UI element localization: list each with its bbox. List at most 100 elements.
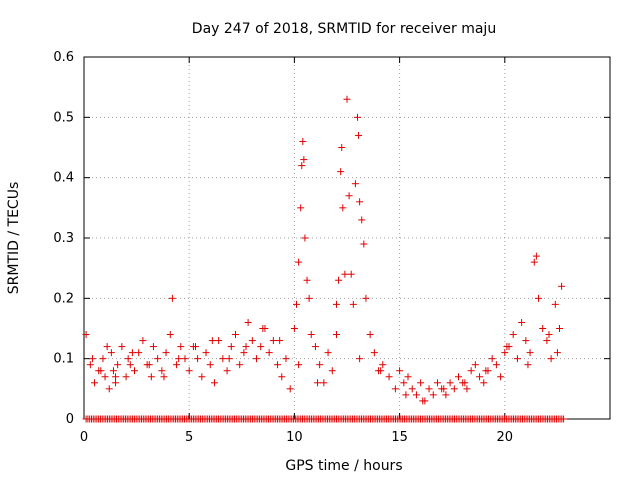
data-point <box>154 355 162 363</box>
data-point <box>114 361 122 369</box>
data-point <box>124 355 132 363</box>
data-point <box>225 355 233 363</box>
data-point <box>360 240 368 248</box>
data-point <box>177 343 185 351</box>
data-point <box>316 361 324 369</box>
data-point <box>446 379 454 387</box>
data-point <box>107 349 115 357</box>
data-point <box>240 349 248 357</box>
data-point <box>300 156 308 164</box>
data-point <box>355 131 363 139</box>
data-point <box>109 367 117 375</box>
data-point <box>259 325 267 332</box>
data-point <box>295 258 303 266</box>
data-point <box>377 367 385 375</box>
y-tick-label: 0.5 <box>53 110 74 125</box>
y-tick-label: 0.1 <box>53 352 74 367</box>
data-point <box>236 361 244 369</box>
data-point <box>274 361 282 369</box>
data-point <box>425 385 433 393</box>
data-point <box>450 385 458 393</box>
data-point <box>86 361 94 369</box>
data-point <box>524 361 532 369</box>
data-point <box>547 355 555 363</box>
data-point <box>492 361 500 369</box>
data-point <box>332 300 340 308</box>
y-tick-label: 0.3 <box>53 231 74 246</box>
data-point <box>185 367 193 375</box>
x-tick-label: 15 <box>391 430 408 445</box>
data-point <box>282 355 290 363</box>
data-point <box>118 343 126 351</box>
data-point <box>82 331 90 339</box>
y-tick-label: 0.2 <box>53 291 74 306</box>
y-tick-label: 0.4 <box>53 171 74 186</box>
data-point <box>202 349 210 357</box>
data-point <box>278 373 286 381</box>
data-point <box>166 331 174 339</box>
data-point <box>158 367 166 375</box>
data-point <box>208 337 216 345</box>
data-point <box>253 355 261 363</box>
data-point <box>297 204 305 212</box>
data-point <box>298 162 306 170</box>
data-point <box>299 137 307 145</box>
data-point <box>206 361 214 369</box>
data-point <box>301 234 309 242</box>
zero-point <box>560 415 568 423</box>
data-point <box>343 95 351 103</box>
chart-title: Day 247 of 2018, SRMTID for receiver maj… <box>192 21 496 37</box>
data-point <box>482 367 490 375</box>
data-point <box>539 325 547 332</box>
data-point <box>354 113 362 121</box>
data-point <box>366 331 374 339</box>
data-point <box>345 192 353 200</box>
data-point <box>168 294 176 302</box>
data-point <box>471 361 479 369</box>
data-point <box>112 373 120 381</box>
data-point <box>314 379 322 387</box>
data-point <box>396 367 404 375</box>
data-point <box>530 258 538 266</box>
data-point <box>503 343 511 351</box>
data-point <box>391 385 399 393</box>
data-point <box>558 282 566 290</box>
data-point <box>532 252 540 260</box>
data-point <box>88 355 96 363</box>
data-point <box>122 373 130 381</box>
data-point <box>332 331 340 339</box>
data-point <box>99 355 107 363</box>
data-point <box>135 349 143 357</box>
data-point <box>551 300 559 308</box>
y-axis-title: SRMTID / TECUs <box>6 182 22 295</box>
data-point <box>341 270 349 278</box>
data-point <box>408 385 416 393</box>
data-point <box>293 300 301 308</box>
data-points <box>82 95 568 423</box>
data-point <box>139 337 147 345</box>
data-point <box>455 373 463 381</box>
data-point <box>543 337 551 345</box>
data-point <box>518 318 526 326</box>
data-point <box>404 373 412 381</box>
data-point <box>402 391 410 399</box>
data-point <box>442 391 450 399</box>
data-point <box>534 294 542 302</box>
data-point <box>91 379 99 387</box>
data-point <box>173 361 181 369</box>
data-point <box>351 180 359 188</box>
data-point <box>181 355 189 363</box>
y-tick-label: 0 <box>66 412 74 427</box>
data-point <box>467 367 475 375</box>
data-point <box>219 355 227 363</box>
data-point <box>227 343 235 351</box>
data-point <box>223 367 231 375</box>
data-point <box>160 373 168 381</box>
data-point <box>358 216 366 224</box>
data-point <box>295 361 303 369</box>
data-point <box>231 331 239 339</box>
data-point <box>303 276 311 284</box>
data-point <box>419 397 427 405</box>
data-point <box>248 337 256 345</box>
